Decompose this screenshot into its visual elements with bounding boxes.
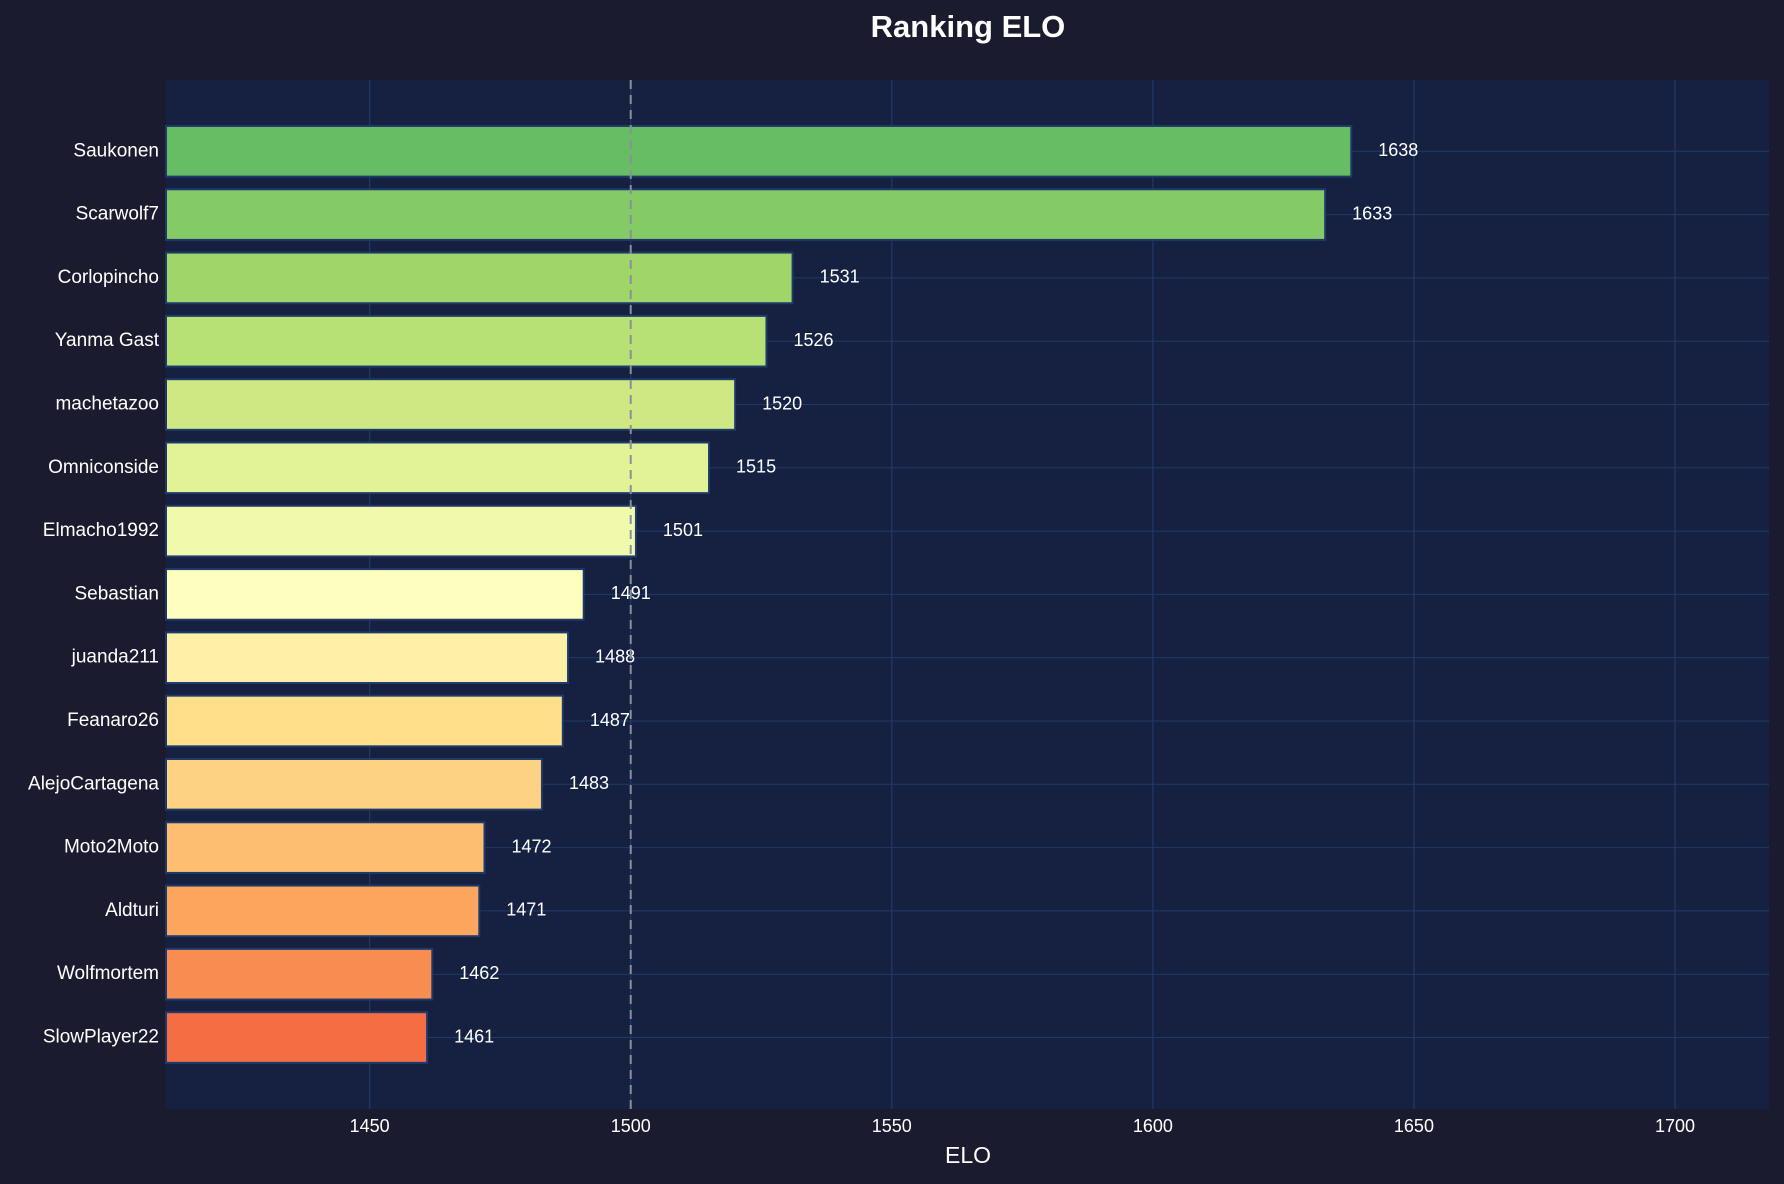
x-axis-label: ELO bbox=[945, 1142, 991, 1168]
x-tick-label: 1450 bbox=[350, 1116, 390, 1136]
bar bbox=[165, 757, 543, 811]
bar bbox=[165, 884, 481, 938]
y-tick-label: SlowPlayer22 bbox=[43, 1027, 159, 1048]
bar bbox=[165, 441, 711, 495]
value-label: 1462 bbox=[459, 963, 499, 983]
y-tick-label: Sebastian bbox=[74, 583, 159, 604]
y-tick-label: Omniconside bbox=[48, 457, 159, 478]
x-tick-label: 1550 bbox=[872, 1116, 912, 1136]
y-tick-label: Elmacho1992 bbox=[43, 520, 159, 541]
bar bbox=[165, 314, 768, 368]
x-tick-label: 1600 bbox=[1133, 1116, 1173, 1136]
y-tick-label: Yanma Gast bbox=[55, 330, 160, 351]
y-tick-label: Feanaro26 bbox=[67, 710, 159, 731]
bar bbox=[165, 568, 585, 621]
value-label: 1633 bbox=[1352, 203, 1392, 223]
bar bbox=[165, 188, 1327, 241]
x-tick-label: 1500 bbox=[611, 1116, 651, 1136]
y-tick-label: Wolfmortem bbox=[57, 963, 159, 984]
y-tick-label: juanda211 bbox=[71, 647, 159, 668]
value-label: 1638 bbox=[1378, 140, 1418, 160]
value-label: 1531 bbox=[820, 267, 860, 287]
bar bbox=[165, 694, 564, 748]
bar bbox=[165, 251, 794, 305]
bar bbox=[165, 821, 486, 874]
bar bbox=[165, 124, 1353, 178]
value-label: 1471 bbox=[506, 900, 546, 920]
y-tick-label: AlejoCartagena bbox=[28, 773, 159, 794]
y-tick-label: Scarwolf7 bbox=[76, 204, 159, 225]
y-tick-label: machetazoo bbox=[55, 394, 159, 415]
y-tick-label: Aldturi bbox=[105, 900, 159, 921]
value-label: 1520 bbox=[762, 393, 802, 413]
value-label: 1501 bbox=[663, 520, 703, 540]
bar bbox=[165, 631, 570, 685]
y-tick-label: Moto2Moto bbox=[64, 837, 159, 858]
x-tick-label: 1650 bbox=[1394, 1116, 1434, 1136]
value-label: 1483 bbox=[569, 773, 609, 793]
y-tick-label: Corlopincho bbox=[58, 267, 159, 288]
bar bbox=[165, 1011, 429, 1064]
value-label: 1488 bbox=[595, 646, 635, 666]
value-label: 1526 bbox=[793, 330, 833, 350]
bar bbox=[165, 378, 737, 431]
bar bbox=[165, 504, 637, 558]
value-label: 1472 bbox=[512, 836, 552, 856]
value-label: 1515 bbox=[736, 457, 776, 477]
bar bbox=[165, 947, 434, 1001]
y-tick-label: Saukonen bbox=[73, 140, 159, 161]
x-tick-label: 1700 bbox=[1655, 1116, 1695, 1136]
chart-title: Ranking ELO bbox=[871, 9, 1066, 44]
value-label: 1487 bbox=[590, 710, 630, 730]
value-label: 1461 bbox=[454, 1026, 494, 1046]
